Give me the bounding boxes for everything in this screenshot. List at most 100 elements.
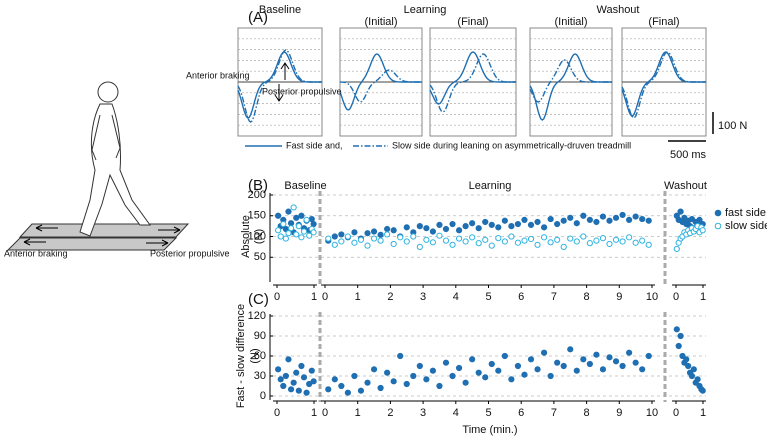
point (325, 235, 332, 242)
point (508, 233, 515, 240)
point (501, 352, 508, 360)
point (606, 240, 613, 248)
arms (91, 114, 121, 161)
x-tick-label: 2 (387, 291, 393, 303)
point (632, 213, 639, 220)
point (580, 212, 587, 219)
x-tick-label: 0 (673, 407, 679, 419)
y-axis-unit: (N) (249, 348, 261, 363)
point (619, 211, 626, 219)
point (275, 227, 282, 234)
point (462, 379, 469, 386)
x-tick-label: 0 (322, 407, 328, 419)
x-tick-label: 10 (646, 291, 658, 303)
point (560, 362, 567, 370)
x-tick-label: 4 (453, 407, 459, 419)
point (403, 380, 410, 388)
point (521, 216, 528, 223)
x-tick-label: 0 (274, 407, 280, 419)
point (469, 220, 476, 227)
point (397, 352, 404, 360)
section-title: Washout (664, 180, 707, 192)
point (475, 225, 482, 232)
x-tick-label: 4 (453, 291, 459, 303)
point (377, 384, 384, 392)
x-tick-label: 2 (387, 407, 393, 419)
point (554, 236, 561, 243)
point (554, 359, 561, 366)
panel-label: (C) (248, 291, 269, 308)
point (639, 237, 646, 244)
point (580, 233, 587, 240)
point (310, 378, 317, 385)
point (416, 243, 423, 250)
point (534, 366, 541, 373)
point (645, 352, 652, 360)
point (436, 232, 443, 239)
point (351, 229, 358, 236)
x-tick-label: 7 (551, 291, 557, 303)
point (442, 359, 450, 366)
point (364, 230, 371, 237)
x-tick-label: 9 (616, 407, 622, 419)
point (390, 227, 397, 234)
point (287, 220, 295, 227)
point (514, 239, 522, 246)
point (429, 228, 437, 235)
condition-title: Learning (404, 4, 447, 16)
point (331, 376, 338, 383)
point (580, 356, 587, 363)
x-tick-label: 6 (518, 291, 524, 303)
y-tick-label: 0 (260, 390, 266, 402)
legend-marker (714, 209, 722, 217)
point (508, 376, 515, 383)
arrow (23, 238, 46, 246)
point (285, 208, 292, 215)
point (338, 382, 345, 390)
point (475, 369, 482, 376)
point (416, 362, 423, 370)
figure-label: Posterior propulsive (150, 248, 230, 258)
scale-label: 100 N (718, 120, 747, 132)
point (462, 238, 469, 245)
point (475, 240, 482, 247)
point (377, 237, 384, 244)
point (586, 360, 593, 368)
point (482, 218, 489, 226)
legend-marker (714, 222, 722, 230)
point (397, 234, 404, 241)
point (673, 326, 680, 333)
point (310, 229, 317, 236)
point (429, 239, 437, 246)
point (377, 231, 384, 238)
point (501, 217, 508, 224)
point (442, 225, 450, 233)
point (593, 237, 600, 244)
point (370, 235, 378, 242)
point (469, 234, 476, 241)
point (357, 387, 365, 394)
point (645, 217, 652, 224)
point (298, 212, 305, 219)
point (560, 243, 567, 250)
point (338, 238, 345, 245)
y-axis-label: Absolute (240, 215, 252, 258)
slow-waveform (237, 49, 322, 123)
x-tick-label: 8 (584, 291, 590, 303)
point (495, 367, 502, 374)
point (586, 240, 593, 247)
point (384, 231, 391, 238)
y-tick-label: 200 (248, 189, 266, 201)
point (280, 220, 287, 228)
legend-text: Slow side during leaning on asymmetrical… (392, 140, 631, 150)
point (586, 216, 593, 223)
point (449, 241, 456, 248)
point (482, 236, 489, 243)
scale-label: 500 ms (670, 149, 707, 161)
x-tick-label: 0 (673, 291, 679, 303)
point (351, 372, 358, 380)
point (547, 215, 554, 223)
point (612, 214, 620, 221)
point (554, 220, 561, 228)
x-tick-label: 3 (420, 291, 426, 303)
